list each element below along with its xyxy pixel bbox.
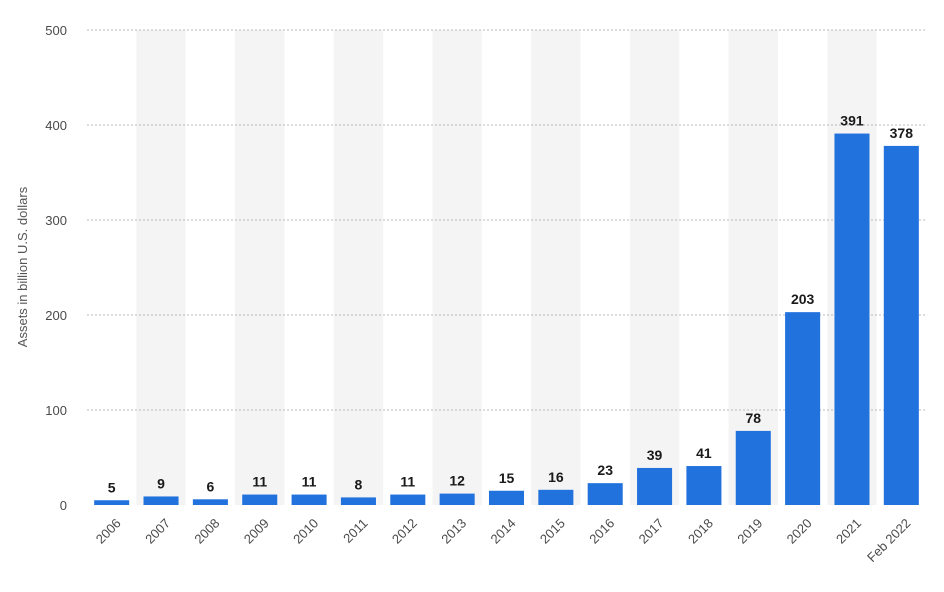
data-label: 391 [840, 113, 864, 129]
x-tick-label: 2017 [636, 516, 667, 547]
data-label: 39 [647, 447, 663, 463]
bar [439, 493, 475, 505]
y-tick-label: 400 [45, 118, 67, 133]
x-tick-label: 2012 [389, 516, 420, 547]
bar [785, 312, 821, 505]
x-tick-label: 2013 [438, 516, 469, 547]
x-tick-label: 2018 [685, 516, 716, 547]
x-tick-label: 2008 [191, 516, 222, 547]
background-band [432, 30, 482, 505]
bar [637, 467, 673, 505]
y-tick-label: 0 [60, 498, 67, 513]
data-label: 11 [400, 474, 415, 490]
bar [143, 496, 179, 505]
bar [192, 499, 228, 505]
y-tick-label: 200 [45, 308, 67, 323]
background-band [728, 30, 778, 505]
data-label: 15 [499, 470, 515, 486]
bar [340, 497, 376, 505]
bars [94, 133, 919, 506]
y-tick-label: 500 [45, 23, 67, 38]
data-label: 8 [355, 476, 363, 492]
data-label: 23 [597, 462, 613, 478]
x-tick-label: 2016 [586, 516, 617, 547]
data-label: 16 [548, 469, 564, 485]
data-label: 78 [745, 410, 761, 426]
y-axis-label: Assets in billion U.S. dollars [15, 186, 30, 347]
y-tick-label: 100 [45, 403, 67, 418]
data-label: 9 [157, 475, 165, 491]
x-tick-label: 2020 [784, 516, 815, 547]
x-tick-label: 2019 [734, 516, 765, 547]
data-label: 6 [206, 478, 214, 494]
x-tick-label: 2010 [290, 516, 321, 547]
background-band [531, 30, 581, 505]
y-axis-ticks: 0 100 200 300 400 500 [45, 23, 67, 513]
data-label: 41 [696, 445, 712, 461]
x-tick-label: 2015 [537, 516, 568, 547]
bar [834, 133, 870, 506]
bar [488, 490, 525, 505]
bar [538, 489, 574, 505]
x-tick-label: 2014 [488, 516, 519, 547]
data-label: 203 [791, 291, 815, 307]
data-label: 5 [108, 479, 116, 495]
bar [291, 494, 327, 505]
x-tick-label: 2021 [833, 516, 864, 547]
data-label: 378 [890, 125, 914, 141]
data-label: 11 [252, 474, 267, 490]
data-label: 11 [302, 474, 317, 490]
data-labels: 5 9 6 11 11 8 11 12 15 16 23 39 41 78 203 391 378 [108, 113, 913, 496]
bar [735, 430, 771, 505]
bar [587, 483, 623, 505]
data-label: 12 [449, 473, 465, 489]
background-band [333, 30, 384, 505]
bar [686, 466, 722, 505]
bar [94, 500, 130, 505]
bar [390, 494, 426, 505]
x-tick-label: Feb 2022 [864, 516, 913, 565]
bar [883, 145, 919, 505]
bar [242, 494, 278, 505]
y-tick-label: 300 [45, 213, 67, 228]
background-band [235, 30, 285, 505]
x-axis-ticks: 2006 2007 2008 2009 2010 2011 2012 2013 2014 2015… [93, 516, 914, 565]
background-band [629, 30, 680, 505]
background-band [136, 30, 186, 505]
x-tick-label: 2006 [93, 516, 124, 547]
x-tick-label: 2011 [340, 516, 370, 546]
x-tick-label: 2009 [241, 516, 272, 547]
x-tick-label: 2007 [142, 516, 173, 547]
